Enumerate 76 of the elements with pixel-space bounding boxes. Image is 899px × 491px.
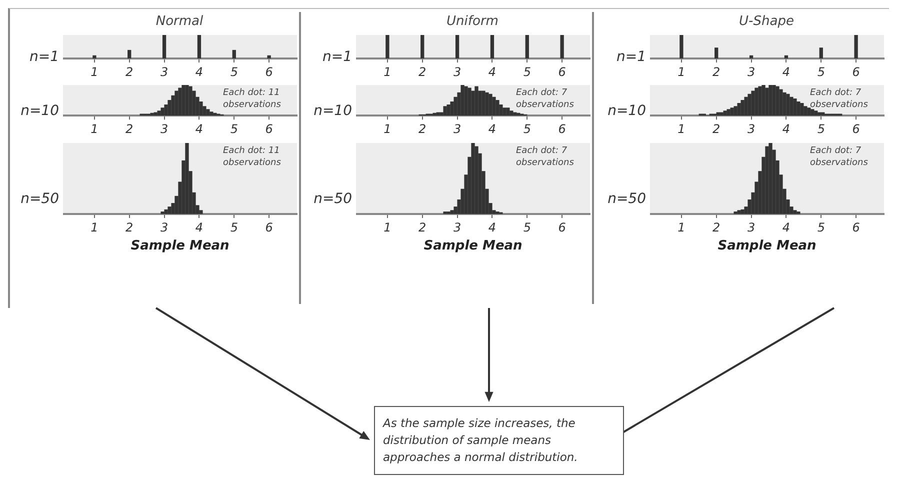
x-tick-label: 5 bbox=[817, 64, 825, 79]
x-tick-label: 2 bbox=[418, 64, 426, 79]
x-tick-label: 3 bbox=[453, 220, 462, 234]
y-axis-title: n=50 bbox=[606, 191, 647, 207]
x-tick-label: 3 bbox=[160, 64, 168, 79]
x-tick-label: 2 bbox=[712, 122, 720, 136]
x-tick-label: 2 bbox=[712, 220, 720, 234]
annotation: Each dot: 7 observations bbox=[810, 146, 868, 168]
x-tick-label: 6 bbox=[265, 122, 274, 136]
x-tick-label: 1 bbox=[678, 64, 686, 79]
x-tick-label: 3 bbox=[160, 122, 168, 136]
x-tick-label: 4 bbox=[488, 220, 496, 234]
x-tick-label: 6 bbox=[265, 220, 274, 234]
x-tick-label: 3 bbox=[747, 122, 756, 136]
chart-title: U-Shape bbox=[738, 13, 795, 31]
y-axis-title: n=10 bbox=[606, 103, 647, 119]
x-tick-label: 2 bbox=[126, 122, 134, 136]
x-tick-label: 6 bbox=[558, 220, 566, 234]
x-tick-label: 6 bbox=[558, 64, 566, 79]
x-tick-label: 1 bbox=[678, 122, 686, 136]
x-tick-label: 5 bbox=[230, 122, 238, 136]
x-tick-label: 1 bbox=[384, 220, 392, 234]
y-axis-title: n=50 bbox=[312, 191, 353, 207]
x-tick-label: 2 bbox=[418, 122, 426, 136]
x-axis-title: Sample Mean bbox=[718, 238, 816, 254]
x-tick-label: 1 bbox=[90, 220, 98, 234]
x-tick-label: 6 bbox=[852, 64, 860, 79]
y-axis-title: n=50 bbox=[20, 191, 60, 207]
x-tick-label: 3 bbox=[747, 64, 756, 79]
x-tick-label: 3 bbox=[453, 64, 462, 79]
x-tick-label: 2 bbox=[418, 220, 426, 234]
y-axis-title: n=1 bbox=[321, 49, 353, 65]
annotation: Each dot: 11 observations bbox=[223, 146, 282, 168]
x-tick-label: 2 bbox=[126, 64, 134, 79]
annotation: Each dot: 7 observations bbox=[516, 146, 574, 168]
x-tick-label: 5 bbox=[230, 64, 238, 79]
x-tick-label: 1 bbox=[90, 122, 98, 136]
text: As the sample size increases, the distribution of sample means approaches a normal distribution. bbox=[383, 415, 579, 466]
x-tick-label: 1 bbox=[90, 64, 98, 79]
x-tick-label: 4 bbox=[195, 64, 204, 79]
x-tick-label: 4 bbox=[782, 64, 790, 79]
x-tick-label: 5 bbox=[523, 122, 531, 136]
x-tick-label: 1 bbox=[678, 220, 686, 234]
x-tick-label: 6 bbox=[265, 64, 274, 79]
x-tick-label: 4 bbox=[782, 122, 790, 136]
x-tick-label: 4 bbox=[488, 122, 496, 136]
x-tick-label: 2 bbox=[126, 220, 134, 234]
y-axis-title: n=10 bbox=[20, 103, 60, 119]
chart-title: Normal bbox=[154, 13, 204, 31]
x-tick-label: 5 bbox=[230, 220, 238, 234]
x-tick-label: 4 bbox=[782, 220, 790, 234]
x-tick-label: 4 bbox=[195, 220, 204, 234]
annotation: Each dot: 7 observations bbox=[516, 88, 574, 110]
annotation: Each dot: 7 observations bbox=[810, 88, 868, 110]
x-tick-label: 3 bbox=[747, 220, 756, 234]
x-tick-label: 5 bbox=[523, 220, 531, 234]
chart-title: Uniform bbox=[446, 13, 500, 31]
y-axis-title: n=1 bbox=[28, 49, 60, 65]
x-tick-label: 6 bbox=[852, 122, 860, 136]
x-tick-label: 5 bbox=[817, 220, 825, 234]
y-axis-title: n=10 bbox=[312, 103, 353, 119]
x-tick-label: 5 bbox=[523, 64, 531, 79]
x-axis-title: Sample Mean bbox=[130, 238, 230, 254]
annotation: Each dot: 11 observations bbox=[223, 88, 282, 110]
x-tick-label: 3 bbox=[453, 122, 462, 136]
x-tick-label: 1 bbox=[384, 122, 392, 136]
x-tick-label: 4 bbox=[195, 122, 204, 136]
x-axis-title: Sample Mean bbox=[424, 238, 522, 254]
x-tick-label: 6 bbox=[852, 220, 860, 234]
x-tick-label: 3 bbox=[160, 220, 168, 234]
x-tick-label: 4 bbox=[488, 64, 496, 79]
x-tick-label: 6 bbox=[558, 122, 566, 136]
x-tick-label: 2 bbox=[712, 64, 720, 79]
x-tick-label: 5 bbox=[817, 122, 825, 136]
x-tick-label: 1 bbox=[384, 64, 392, 79]
y-axis-title: n=1 bbox=[615, 49, 647, 65]
